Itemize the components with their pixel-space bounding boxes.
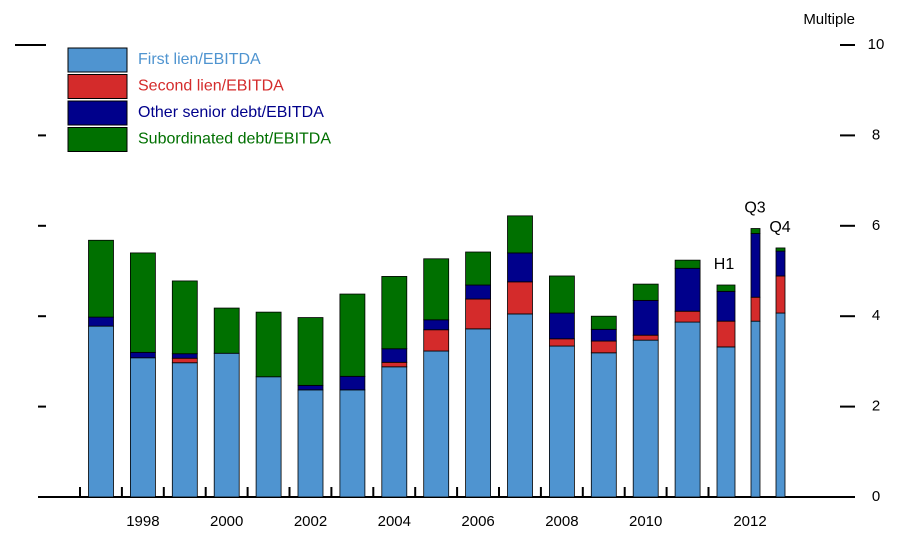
bar-segment — [507, 281, 533, 315]
bar-segment — [590, 352, 617, 498]
legend-swatch — [67, 127, 128, 152]
bar-segment — [674, 321, 701, 498]
bar-segment — [381, 366, 408, 498]
bar-segment — [297, 317, 324, 386]
bar-segment — [549, 338, 575, 347]
bar-segment — [88, 316, 114, 327]
bar-segment — [632, 334, 659, 341]
bar-segment — [339, 375, 366, 391]
y-tick-label: 8 — [872, 126, 880, 143]
bar-segment — [716, 290, 736, 322]
bar-segment — [750, 320, 761, 498]
bar-segment — [381, 361, 408, 368]
bar-segment — [716, 320, 736, 348]
bar-segment — [213, 307, 240, 354]
bar-segment — [775, 312, 786, 498]
legend-swatch — [67, 100, 128, 126]
bar-segment — [423, 329, 450, 352]
bar-segment — [88, 325, 114, 498]
bar-segment — [171, 357, 198, 364]
x-tick-label: 2010 — [629, 513, 662, 530]
x-tick-label: 2012 — [733, 513, 766, 530]
bar-segment — [129, 351, 156, 359]
bar-segment — [423, 258, 450, 321]
bar-segment — [590, 340, 617, 354]
bar-segment — [716, 346, 736, 498]
bar-segment — [423, 319, 450, 331]
bar-segment — [465, 284, 492, 300]
bar-segment — [750, 233, 761, 298]
y-tick-label: 6 — [872, 217, 880, 234]
bar-segment — [297, 389, 324, 498]
bar-segment — [297, 384, 324, 391]
x-tick-label: 2002 — [294, 513, 327, 530]
bar-label: Q4 — [769, 219, 790, 236]
bar-segment — [775, 247, 786, 252]
bar-segment — [255, 376, 282, 498]
legend-swatch — [67, 47, 128, 73]
bar-segment — [750, 296, 761, 322]
bar-segment — [750, 228, 761, 234]
legend-label: Second lien/EBITDA — [138, 78, 284, 95]
bar-segment — [775, 275, 786, 314]
legend-label: First lien/EBITDA — [138, 51, 261, 68]
x-tick-label: 2008 — [545, 513, 578, 530]
bar-segment — [465, 298, 492, 330]
bar-segment — [171, 353, 198, 359]
x-tick-label: 2006 — [461, 513, 494, 530]
y-tick-label: 2 — [872, 398, 880, 415]
bar-label: H1 — [714, 256, 735, 273]
bar-label: Q3 — [744, 200, 765, 217]
x-tick-label: 2004 — [378, 513, 411, 530]
bar-segment — [339, 293, 366, 377]
bar-segment — [549, 312, 575, 340]
bar-segment — [171, 362, 198, 498]
x-tick-label: 2000 — [210, 513, 243, 530]
legend-label: Subordinated debt/EBITDA — [138, 131, 331, 148]
bar-segment — [88, 239, 114, 318]
bar-segment — [129, 252, 156, 353]
bar-segment — [507, 313, 533, 498]
legend-swatch — [67, 74, 128, 99]
bar-segment — [549, 345, 575, 498]
bar-segment — [775, 250, 786, 277]
y-axis-label: Multiple — [803, 11, 855, 28]
y-tick-label: 0 — [872, 488, 880, 505]
bar-segment — [255, 311, 282, 378]
bar-segment — [339, 389, 366, 498]
bar-segment — [507, 252, 533, 283]
x-tick-label: 1998 — [126, 513, 159, 530]
bar-segment — [381, 348, 408, 363]
bar-segment — [674, 259, 701, 269]
bar-segment — [465, 328, 492, 498]
y-tick-label: 4 — [872, 307, 880, 324]
bar-segment — [674, 310, 701, 323]
y-tick-label: 10 — [868, 36, 885, 53]
bar-segment — [632, 283, 659, 301]
bar-segment — [171, 280, 198, 355]
bar-segment — [632, 339, 659, 498]
legend-label: Other senior debt/EBITDA — [138, 104, 324, 121]
bar-segment — [465, 251, 492, 286]
bar-segment — [632, 299, 659, 336]
bar-segment — [213, 352, 240, 498]
bar-segment — [549, 275, 575, 314]
bar-segment — [381, 276, 408, 350]
bar-segment — [590, 315, 617, 330]
bar-segment — [716, 284, 736, 292]
bar-segment — [674, 267, 701, 312]
bar-segment — [590, 328, 617, 342]
bar-segment — [129, 357, 156, 498]
bar-segment — [423, 350, 450, 498]
bar-segment — [507, 215, 533, 254]
